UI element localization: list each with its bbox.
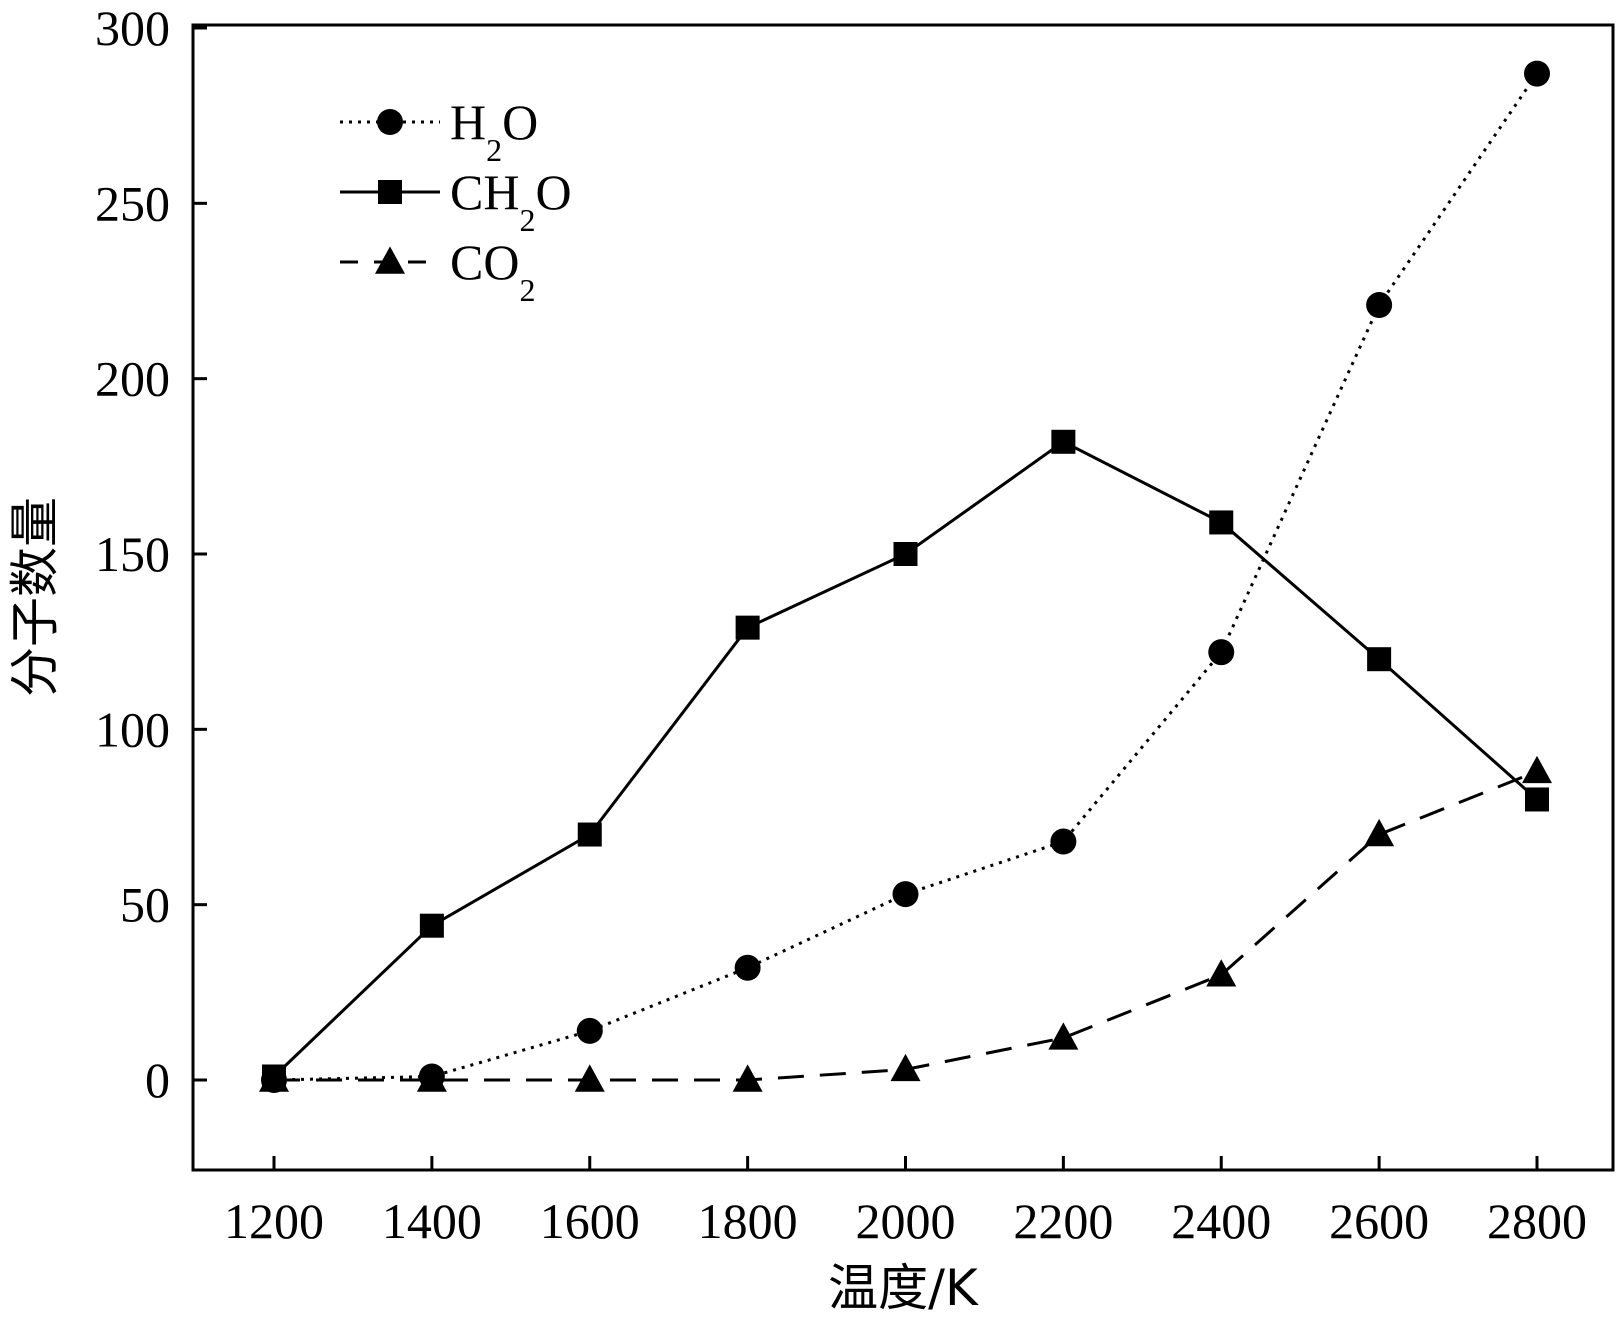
legend-label: H2O xyxy=(450,94,538,168)
y-tick-label: 200 xyxy=(95,351,170,407)
y-tick-label: 150 xyxy=(95,526,170,582)
data-point-h2o xyxy=(1366,292,1393,319)
data-point-co2 xyxy=(1206,959,1237,987)
y-tick-label: 300 xyxy=(95,0,170,56)
x-tick-label: 2400 xyxy=(1171,1193,1271,1249)
data-point-co2 xyxy=(732,1064,763,1092)
data-point-h2o xyxy=(1208,639,1235,666)
legend-marker-triangle xyxy=(375,246,405,274)
data-point-co2 xyxy=(1522,755,1552,784)
data-point-h2o xyxy=(576,1017,603,1044)
x-tick-label: 1600 xyxy=(540,1193,640,1249)
legend-marker-square xyxy=(378,180,402,204)
x-tick-label: 2200 xyxy=(1013,1193,1113,1249)
x-axis-title: 温度/K xyxy=(828,1259,979,1317)
y-tick-label: 100 xyxy=(95,701,170,757)
y-tick-label: 0 xyxy=(145,1052,170,1108)
data-point-co2 xyxy=(890,1053,921,1082)
data-point-ch2o xyxy=(1051,429,1076,454)
y-tick-label: 50 xyxy=(120,877,170,933)
legend-item-h2o: H2O xyxy=(340,94,538,168)
plot-frame xyxy=(191,23,1615,1172)
series-line-ch2o xyxy=(272,440,1538,1078)
legend-label: CH2O xyxy=(450,164,572,238)
data-point-ch2o xyxy=(735,615,760,640)
x-tick-label: 2800 xyxy=(1487,1193,1587,1249)
x-tick-label: 1400 xyxy=(382,1193,482,1249)
data-point-h2o xyxy=(734,954,761,981)
legend-item-ch2o: CH2O xyxy=(340,164,572,238)
series-line-co2 xyxy=(274,770,1538,1082)
series-layer xyxy=(259,60,1552,1093)
y-axis: 0 50 100 150 200 250 300 xyxy=(95,0,207,1108)
y-tick-label: 250 xyxy=(95,175,170,231)
data-point-ch2o xyxy=(1367,647,1392,672)
legend-marker-circle xyxy=(377,109,403,135)
series-ch2o xyxy=(262,429,1549,1089)
x-tick-label: 2600 xyxy=(1329,1193,1429,1249)
data-point-ch2o xyxy=(893,542,918,566)
data-point-h2o xyxy=(892,881,919,908)
data-point-ch2o xyxy=(419,913,444,938)
data-point-h2o xyxy=(1050,828,1077,855)
x-tick-label: 2000 xyxy=(856,1193,956,1249)
data-point-ch2o xyxy=(577,822,602,847)
data-point-h2o xyxy=(1524,60,1550,87)
data-point-ch2o xyxy=(1209,510,1234,535)
x-tick-label: 1200 xyxy=(224,1193,324,1249)
data-point-co2 xyxy=(1364,818,1395,847)
data-point-ch2o xyxy=(1525,787,1549,812)
legend-label: CO2 xyxy=(450,234,535,308)
data-point-co2 xyxy=(259,1064,289,1092)
x-axis: 1200 1400 1600 1800 2000 2200 2400 2600 2800 xyxy=(224,1156,1587,1249)
series-co2 xyxy=(259,755,1552,1092)
y-axis-title: 分子数量 xyxy=(6,497,64,697)
series-line-h2o xyxy=(273,72,1539,1082)
data-point-co2 xyxy=(416,1064,447,1092)
data-point-co2 xyxy=(1048,1022,1079,1050)
legend-item-co2: CO2 xyxy=(340,234,535,308)
data-point-co2 xyxy=(574,1064,605,1092)
x-tick-label: 1800 xyxy=(698,1193,798,1249)
